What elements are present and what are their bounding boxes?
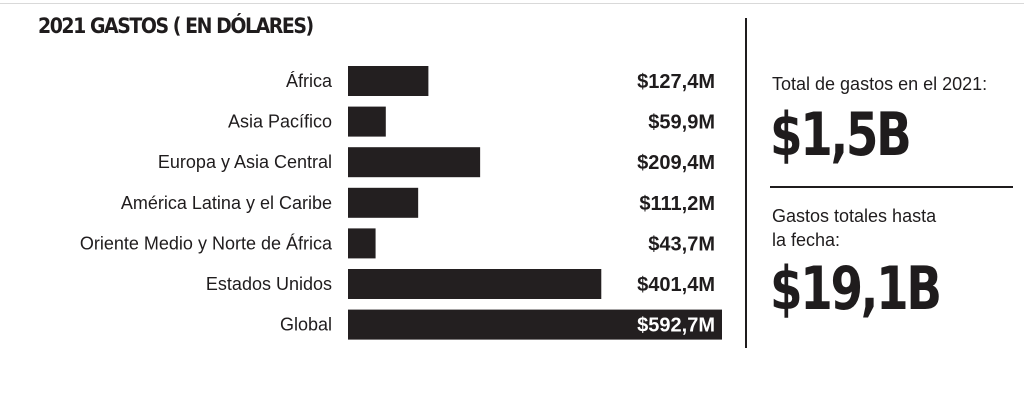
cumulative-label-line2: la fecha: (772, 230, 841, 250)
value-label-1: $59,9M (648, 112, 715, 134)
total-label: Total de gastos en el 2021: (772, 74, 988, 94)
bar-6 (348, 309, 722, 340)
top-rule (0, 3, 1024, 4)
horizontal-divider (770, 186, 1013, 188)
chart-title: 2021 GASTOS ( EN DÓLARES) (38, 14, 314, 38)
bar-4 (348, 228, 376, 259)
bar-2 (348, 147, 481, 178)
value-label-0: $127,4M (637, 71, 715, 93)
bar-3 (348, 187, 419, 218)
value-label-4: $43,7M (648, 233, 715, 255)
cumulative-value: $19,1B (770, 254, 942, 324)
value-label-3: $111,2M (639, 193, 715, 215)
vertical-divider (745, 18, 747, 348)
value-label-5: $401,4M (637, 274, 715, 296)
category-label-3: América Latina y el Caribe (121, 193, 332, 213)
cumulative-label-line1: Gastos totales hasta (772, 206, 937, 226)
bar-5 (348, 269, 602, 299)
cumulative-label: Gastos totales hasta la fecha: (772, 204, 1017, 252)
bar-chart: África $127,4M Asia Pacífico $59,9M Europa y… (80, 66, 722, 340)
value-label-6: $592,7M (637, 315, 715, 337)
total-value: $1,5B (770, 100, 912, 170)
bar-1 (348, 106, 386, 137)
category-label-1: Asia Pacífico (228, 112, 332, 132)
value-label-2: $209,4M (637, 152, 715, 174)
category-label-4: Oriente Medio y Norte de África (80, 233, 333, 253)
category-label-2: Europa y Asia Central (158, 152, 332, 172)
bar-0 (348, 66, 429, 96)
category-label-0: África (286, 71, 333, 91)
category-label-5: Estados Unidos (206, 274, 332, 294)
category-label-6: Global (280, 315, 332, 335)
